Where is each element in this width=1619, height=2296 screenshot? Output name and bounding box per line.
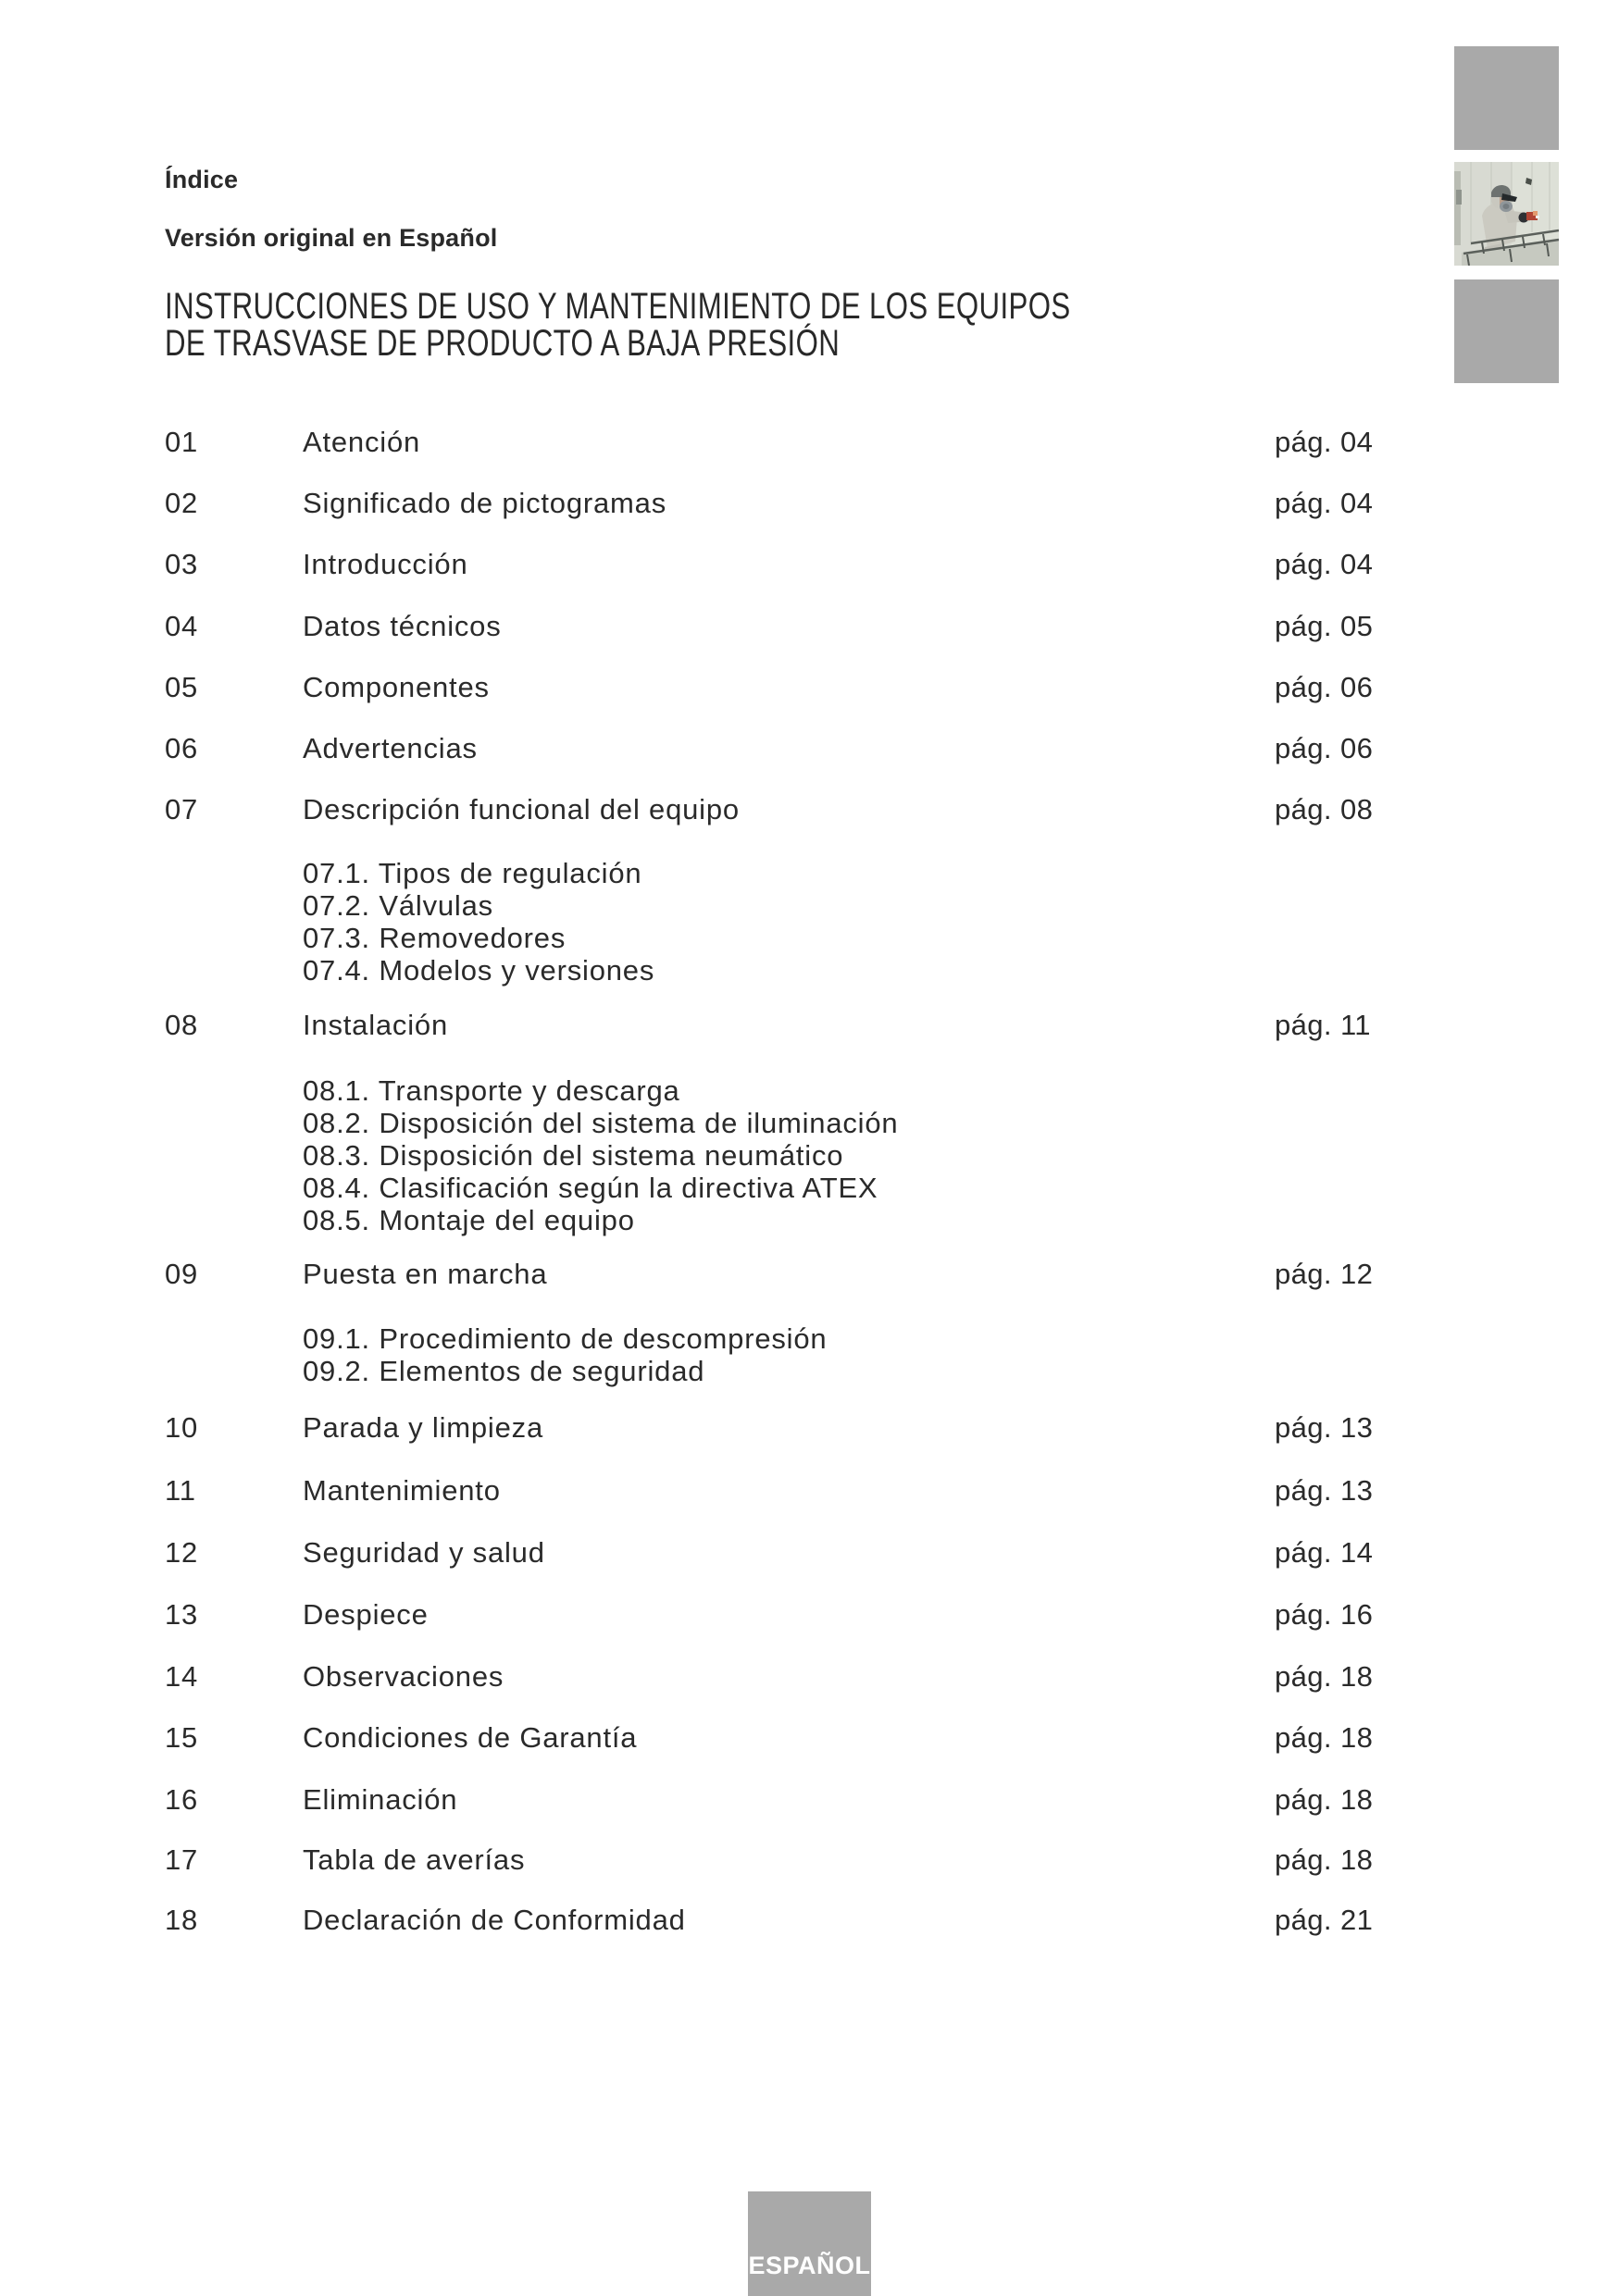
toc-entry-title: Tabla de averías (303, 1843, 526, 1876)
toc-entry-page: pág. 08 (1275, 793, 1374, 825)
toc-entry-page: pág. 13 (1275, 1474, 1374, 1507)
toc-entry-title: Observaciones (303, 1660, 504, 1693)
toc-entry-page: pág. 18 (1275, 1721, 1374, 1754)
toc-entry-title: Instalación (303, 1009, 449, 1041)
toc-row: 17 Tabla de averías pág. 18 (165, 1845, 1609, 1882)
toc-entry-number: 15 (165, 1721, 199, 1754)
document-title-line2: DE TRASVASE DE PRODUCTO A BAJA PRESIÓN (165, 323, 841, 364)
toc-entry-page: pág. 04 (1275, 487, 1374, 519)
toc-entry-title: Puesta en marcha (303, 1258, 548, 1290)
toc-subentries-08: 08.1. Transporte y descarga 08.2. Dispos… (303, 1074, 898, 1236)
toc-entry-title: Declaración de Conformidad (303, 1904, 686, 1936)
toc-entry-number: 16 (165, 1783, 199, 1816)
toc-entry-title: Seguridad y salud (303, 1536, 545, 1569)
toc-row: 03 Introducción pág. 04 (165, 550, 1609, 587)
toc-entry-number: 03 (165, 548, 199, 580)
toc-entry-page: pág. 13 (1275, 1411, 1374, 1444)
toc-subentry: 08.2. Disposición del sistema de ilumina… (303, 1107, 899, 1139)
version-subheading: Versión original en Español (165, 224, 498, 252)
toc-subentry: 07.3. Removedores (303, 922, 567, 954)
toc-entry-number: 11 (165, 1474, 196, 1507)
toc-row: 10 Parada y limpieza pág. 13 (165, 1413, 1609, 1450)
toc-entry-page: pág. 18 (1275, 1843, 1374, 1876)
toc-entry-number: 10 (165, 1411, 199, 1444)
toc-entry-title: Descripción funcional del equipo (303, 793, 740, 825)
toc-row: 18 Declaración de Conformidad pág. 21 (165, 1905, 1609, 1942)
toc-entry-page: pág. 06 (1275, 671, 1374, 703)
worker-photo (1454, 162, 1559, 266)
document-title-line1: INSTRUCCIONES DE USO Y MANTENIMIENTO DE … (165, 286, 1071, 327)
toc-subentry: 07.1. Tipos de regulación (303, 857, 642, 889)
gray-square-bottom (1454, 279, 1559, 383)
toc-row: 01 Atención pág. 04 (165, 428, 1609, 465)
toc-entry-number: 13 (165, 1598, 199, 1631)
toc-entry-number: 09 (165, 1258, 199, 1290)
toc-entry-title: Mantenimiento (303, 1474, 501, 1507)
toc-row: 06 Advertencias pág. 06 (165, 734, 1609, 771)
toc-subentry: 08.1. Transporte y descarga (303, 1074, 680, 1107)
toc-entry-number: 08 (165, 1009, 199, 1041)
toc-row: 16 Eliminación pág. 18 (165, 1785, 1609, 1822)
toc-row: 07 Descripción funcional del equipo pág. 0… (165, 795, 1609, 832)
toc-entry-number: 04 (165, 610, 199, 642)
toc-entry-title: Componentes (303, 671, 490, 703)
toc-entry-page: pág. 18 (1275, 1660, 1374, 1693)
toc-row: 13 Despiece pág. 16 (165, 1600, 1609, 1637)
toc-entry-title: Introducción (303, 548, 468, 580)
toc-row: 09 Puesta en marcha pág. 12 (165, 1260, 1609, 1297)
toc-subentries-07: 07.1. Tipos de regulación 07.2. Válvulas… (303, 857, 654, 987)
toc-entry-title: Eliminación (303, 1783, 458, 1816)
toc-entry-number: 01 (165, 426, 199, 458)
toc-subentry: 09.2. Elementos de seguridad (303, 1355, 705, 1387)
toc-subentry: 08.4. Clasificación según la directiva A… (303, 1172, 878, 1204)
toc-row: 12 Seguridad y salud pág. 14 (165, 1538, 1609, 1575)
toc-entry-number: 18 (165, 1904, 199, 1936)
toc-entry-number: 12 (165, 1536, 199, 1569)
toc-entry-number: 02 (165, 487, 199, 519)
toc-subentry: 08.3. Disposición del sistema neumático (303, 1139, 844, 1172)
toc-entry-title: Datos técnicos (303, 610, 502, 642)
toc-row: 04 Datos técnicos pág. 05 (165, 612, 1609, 649)
toc-entry-title: Parada y limpieza (303, 1411, 543, 1444)
toc-entry-page: pág. 04 (1275, 426, 1374, 458)
toc-subentry: 08.5. Montaje del equipo (303, 1204, 635, 1236)
toc-entry-number: 06 (165, 732, 199, 764)
toc-row: 15 Condiciones de Garantía pág. 18 (165, 1723, 1609, 1760)
toc-row: 08 Instalación pág. 11 (165, 1011, 1609, 1048)
toc-entry-title: Significado de pictogramas (303, 487, 667, 519)
toc-row: 02 Significado de pictogramas pág. 04 (165, 489, 1609, 526)
toc-entry-page: pág. 05 (1275, 610, 1374, 642)
toc-row: 11 Mantenimiento pág. 13 (165, 1476, 1609, 1513)
toc-entry-page: pág. 12 (1275, 1258, 1374, 1290)
toc-entry-number: 07 (165, 793, 199, 825)
toc-row: 05 Componentes pág. 06 (165, 673, 1609, 710)
gray-square-top (1454, 46, 1559, 150)
toc-entry-page: pág. 21 (1275, 1904, 1374, 1936)
language-tab: ESPAÑOL (748, 2191, 871, 2296)
toc-entry-title: Advertencias (303, 732, 478, 764)
toc-entry-page: pág. 11 (1275, 1009, 1371, 1041)
toc-entry-page: pág. 14 (1275, 1536, 1374, 1569)
toc-subentries-09: 09.1. Procedimiento de descompresión 09.… (303, 1322, 827, 1387)
toc-subentry: 09.1. Procedimiento de descompresión (303, 1322, 828, 1355)
index-heading: Índice (165, 166, 239, 193)
toc-entry-page: pág. 04 (1275, 548, 1374, 580)
toc-entry-page: pág. 16 (1275, 1598, 1374, 1631)
toc-subentry: 07.2. Válvulas (303, 889, 493, 922)
toc-subentry: 07.4. Modelos y versiones (303, 954, 655, 987)
toc-row: 14 Observaciones pág. 18 (165, 1662, 1609, 1699)
toc-entry-number: 14 (165, 1660, 199, 1693)
toc-entry-page: pág. 18 (1275, 1783, 1374, 1816)
toc-entry-number: 17 (165, 1843, 199, 1876)
toc-entry-title: Despiece (303, 1598, 429, 1631)
document-title: INSTRUCCIONES DE USO Y MANTENIMIENTO DE … (165, 288, 1071, 362)
toc-entry-title: Atención (303, 426, 421, 458)
language-tab-label: ESPAÑOL (748, 2252, 871, 2279)
toc-entry-page: pág. 06 (1275, 732, 1374, 764)
toc-entry-number: 05 (165, 671, 199, 703)
toc-entry-title: Condiciones de Garantía (303, 1721, 638, 1754)
